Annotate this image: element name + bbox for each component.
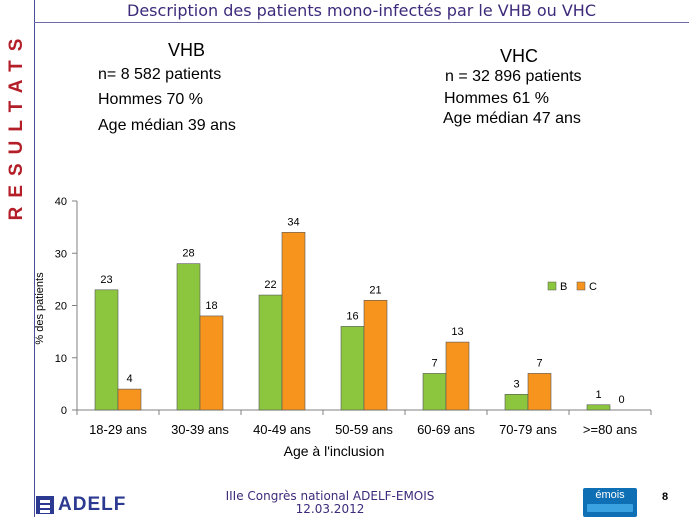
x-tick-label: 40-49 ans (253, 422, 311, 437)
bar-b (258, 294, 283, 411)
data-label-b: 3 (513, 378, 519, 390)
legend-label-c: C (589, 281, 597, 293)
bar-b (340, 326, 365, 411)
data-label-c: 13 (451, 326, 463, 338)
vhc-men-share: Hommes 61 % (444, 90, 549, 107)
data-label-b: 28 (182, 248, 194, 260)
bar-c (527, 373, 552, 411)
footer-line-1: IIIe Congrès national ADELF-EMOIS (225, 489, 435, 503)
data-label-b: 16 (346, 310, 358, 322)
data-label-b: 7 (431, 357, 437, 369)
page-number: 8 (662, 491, 669, 503)
vhc-median-age: Age médian 47 ans (443, 110, 581, 127)
bar-b (94, 289, 119, 411)
x-tick-label: >=80 ans (583, 422, 638, 437)
vhb-men-share: Hommes 70 % (98, 91, 203, 108)
vhc-header: VHC (500, 46, 539, 66)
data-label-c: 4 (126, 373, 132, 385)
y-tick-label: 40 (55, 196, 67, 208)
bar-c (199, 315, 224, 411)
adelf-mark-icon (36, 496, 54, 514)
legend-swatch-c (576, 281, 586, 291)
bar-c (117, 388, 142, 411)
vhb-header: VHB (168, 40, 206, 60)
data-label-c: 21 (369, 284, 381, 296)
data-label-b: 1 (595, 389, 601, 401)
slide-title: Description des patients mono-infectés p… (127, 1, 596, 20)
data-label-c: 7 (536, 357, 542, 369)
vhc-count: n = 32 896 patients (445, 68, 582, 85)
data-label-b: 22 (264, 279, 276, 291)
y-axis-title: % des patients (34, 272, 46, 345)
x-tick-label: 18-29 ans (89, 422, 147, 437)
vhb-count: n= 8 582 patients (98, 66, 222, 83)
emois-logo-text: émois (595, 489, 625, 501)
footer-line-2: 12.03.2012 (295, 502, 365, 516)
vhb-median-age: Age médian 39 ans (98, 117, 236, 134)
x-axis-title: Age à l'inclusion (284, 443, 385, 459)
bar-c (445, 341, 470, 411)
legend-label-b: B (560, 281, 567, 293)
x-tick-label: 70-79 ans (499, 422, 557, 437)
data-label-b: 23 (100, 274, 112, 286)
emois-logo-band (587, 504, 633, 512)
footer-conference: IIIe Congrès national ADELF-EMOIS 12.03.… (180, 490, 480, 516)
bar-c (281, 232, 306, 411)
bar-b (586, 404, 611, 411)
adelf-logo-text: ADELF (58, 494, 127, 515)
y-tick-label: 10 (55, 353, 67, 365)
x-tick-label: 50-59 ans (335, 422, 393, 437)
bar-c (363, 299, 388, 411)
legend-swatch-b (547, 281, 557, 291)
data-label-c: 18 (205, 300, 217, 312)
y-tick-label: 0 (61, 405, 67, 417)
bar-b (176, 263, 201, 411)
y-tick-label: 20 (55, 301, 67, 313)
x-tick-label: 30-39 ans (171, 422, 229, 437)
title-divider (34, 22, 689, 23)
data-label-c: 0 (618, 394, 624, 406)
data-label-c: 34 (287, 216, 299, 228)
bar-b (504, 394, 529, 411)
y-tick-label: 30 (55, 248, 67, 260)
adelf-logo: ADELF (36, 494, 146, 516)
sidebar-band: RESULTATS (0, 0, 34, 517)
sidebar-divider (34, 0, 35, 517)
x-tick-label: 60-69 ans (417, 422, 475, 437)
emois-logo: émois (583, 488, 637, 517)
bar-b (422, 373, 447, 411)
